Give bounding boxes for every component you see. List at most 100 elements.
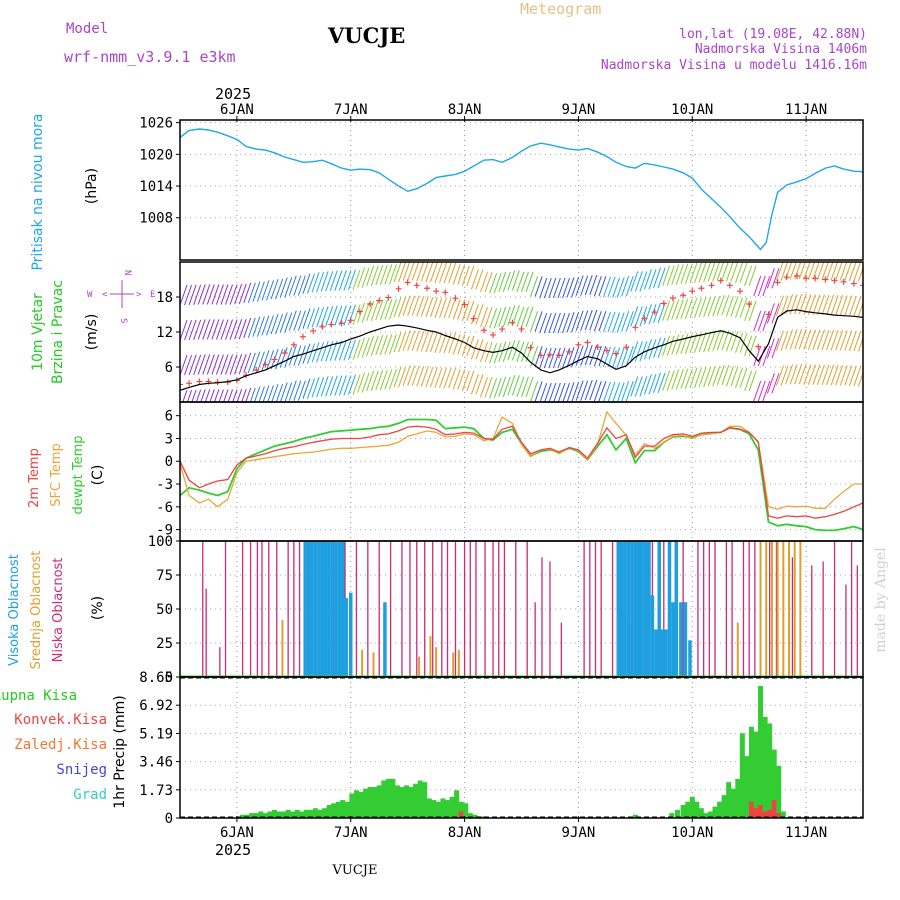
gust-point — [186, 380, 193, 387]
wind-barb — [329, 375, 338, 396]
wind-barb — [180, 354, 188, 376]
wind-barb — [716, 330, 725, 351]
wind-barb — [598, 346, 607, 367]
wind-barb — [625, 381, 634, 402]
gust-point — [850, 280, 857, 287]
wind-barb — [411, 330, 420, 351]
high-cloud-bar — [619, 541, 624, 677]
y-tick-label: -9 — [156, 523, 173, 539]
wind-barb — [543, 277, 552, 299]
wind-barb — [703, 366, 712, 388]
wind-barb — [639, 271, 648, 292]
wind-barb — [184, 284, 193, 306]
watermark: made by Angel — [873, 547, 889, 653]
wind-barb — [448, 262, 457, 284]
low-cloud-bar — [583, 541, 585, 677]
wind-barb — [589, 274, 598, 296]
day-label-top: 8JAN — [448, 102, 482, 118]
wind-barb — [307, 343, 315, 364]
wind-barb — [707, 331, 716, 352]
precip-bar — [326, 804, 332, 818]
y-tick-label: 8.65 — [139, 670, 173, 686]
wind-barb — [348, 269, 356, 290]
precip-bar — [463, 803, 469, 818]
y-tick-label: 50 — [156, 602, 173, 618]
wind-barb — [407, 330, 416, 351]
wind-barb — [434, 262, 443, 283]
wind-barb — [443, 367, 452, 389]
wind-barb — [352, 304, 361, 325]
wind-barb — [562, 382, 570, 402]
wind-barb — [293, 380, 302, 401]
precip-bar — [440, 798, 446, 818]
high-cloud-bar — [660, 629, 665, 677]
wind-barb — [525, 376, 534, 397]
precip-bar — [481, 816, 487, 818]
wind-barb — [434, 332, 443, 353]
precip-bar — [376, 785, 382, 818]
precip-bar — [249, 813, 255, 818]
high-cloud-bar — [383, 602, 387, 677]
gust-point — [310, 327, 317, 334]
wind-barb — [343, 340, 352, 361]
gust-point — [385, 294, 392, 301]
wind-barb — [648, 339, 657, 360]
wind-barb — [262, 385, 270, 402]
wind-barb — [511, 375, 520, 396]
wind-barb — [816, 294, 825, 315]
gust-point — [537, 352, 544, 359]
wind-barb — [839, 330, 848, 351]
wind-barb — [530, 311, 539, 332]
wind-barb — [379, 369, 388, 391]
wind-barb — [316, 377, 325, 398]
wind-barb — [393, 332, 402, 353]
wind-barb — [361, 337, 370, 358]
high-cloud-bar — [679, 602, 683, 677]
wind-barb — [204, 389, 211, 402]
day-label-top: 10JAN — [671, 102, 713, 118]
gust-point — [765, 311, 772, 318]
wind-barb — [511, 270, 520, 291]
day-label-top: 6JAN — [220, 102, 254, 118]
wind-barb — [379, 299, 388, 321]
wind-barb — [182, 389, 188, 402]
temp-unit: (C) — [90, 465, 106, 486]
precip-bar — [385, 778, 391, 818]
wind-barb — [184, 319, 193, 341]
wind-barb — [243, 352, 252, 374]
wind-barb — [480, 306, 488, 328]
wind-barb — [452, 299, 461, 320]
wind-barb — [325, 306, 334, 327]
gust-point — [442, 289, 449, 296]
wind-barb — [452, 264, 461, 285]
wind-barb — [816, 364, 825, 385]
wind-barb — [361, 267, 370, 288]
wind-barb — [470, 304, 479, 325]
wind-barb — [835, 365, 844, 386]
wind-barb — [288, 345, 297, 366]
wind-barb — [612, 382, 621, 402]
y-tick-label: 6 — [165, 409, 173, 425]
wind-barb — [725, 296, 734, 317]
gust-point — [299, 333, 306, 340]
wind-barb — [671, 264, 680, 285]
wind-barb — [757, 310, 766, 332]
y-tick-label: 3 — [165, 431, 173, 447]
wind-barb — [580, 310, 589, 331]
wind-barb — [580, 275, 589, 296]
wind-barb — [735, 332, 743, 353]
wind-barb — [480, 271, 488, 293]
wind-barb — [275, 278, 284, 300]
precip-bar — [308, 809, 314, 818]
wind-barb — [275, 348, 284, 370]
gust-point — [755, 343, 762, 350]
precip-bar — [726, 782, 732, 818]
y-tick-label: 100 — [148, 534, 173, 550]
low-cloud-bar — [454, 541, 457, 677]
wind-barb — [388, 334, 397, 355]
low-cloud-bar — [432, 541, 434, 677]
gust-point — [499, 326, 506, 333]
wind-barb — [225, 354, 234, 375]
gust-point — [594, 344, 601, 351]
precip-bar — [632, 814, 638, 818]
